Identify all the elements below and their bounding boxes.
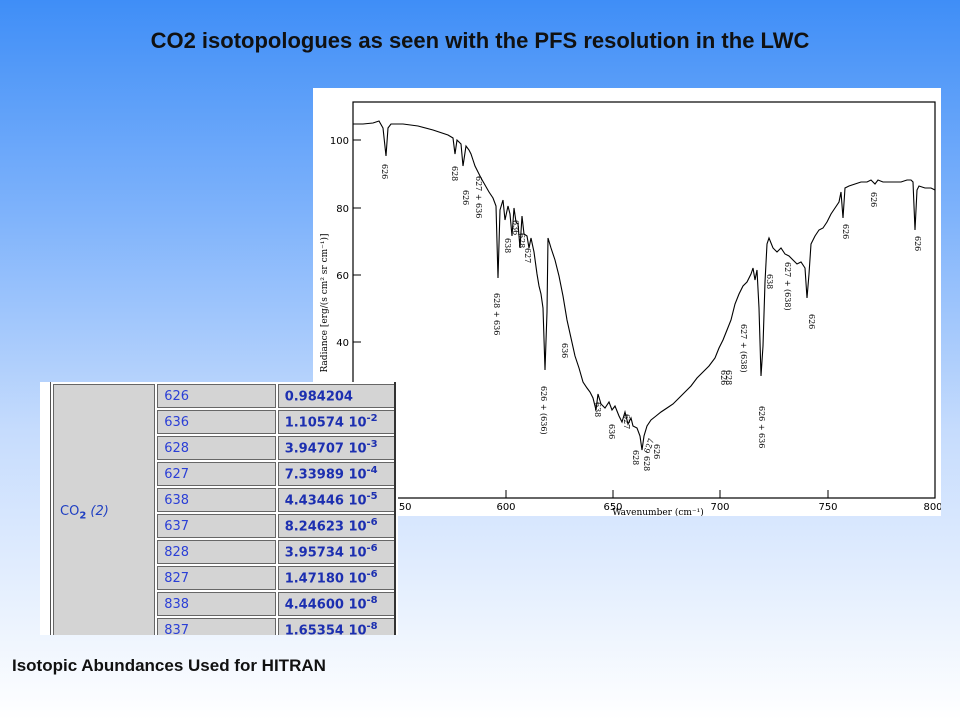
y-tick-label: 60 — [336, 271, 349, 282]
table-row: 828 3.95734 10-6 — [53, 540, 396, 564]
y-axis-label: Radiance [erg/(s cm² sr cm⁻¹)] — [319, 233, 330, 372]
molecule-cell: CO2 (2) — [53, 384, 156, 635]
band-label: 638 — [503, 238, 512, 253]
isotope-abundance-table: CO2 (2) 626 0.984204 636 1.10574 10-2 62… — [51, 382, 398, 635]
band-label: 627 — [622, 414, 631, 429]
band-label: 628 — [631, 450, 640, 465]
isotopologue-code: 628 — [157, 436, 276, 460]
band-label: 638 — [765, 274, 774, 289]
band-label: 636 — [607, 424, 616, 439]
band-label: 626 — [652, 444, 661, 459]
isotopologue-code: 828 — [157, 540, 276, 564]
slide-title: CO2 isotopologues as seen with the PFS r… — [150, 28, 810, 53]
band-label: 627 + (638) — [739, 324, 748, 373]
abundance-value: 1.65354 10-8 — [277, 618, 396, 635]
isotopologue-code: 838 — [157, 592, 276, 616]
band-label: 626 + (636) — [539, 386, 548, 435]
x-tick-label: 600 — [496, 502, 515, 513]
band-label: 626 — [380, 164, 389, 179]
molecule-subscript: 2 — [79, 510, 87, 522]
band-label: 627 + (638) — [783, 262, 792, 311]
isotopologue-code: 837 — [157, 618, 276, 635]
table-row: 627 7.33989 10-4 — [53, 462, 396, 486]
table-row: 638 4.43446 10-5 — [53, 488, 396, 512]
band-label: 626 — [461, 190, 470, 205]
isotopologue-code: 636 — [157, 410, 276, 434]
isotope-abundance-table-panel: CO2 (2) 626 0.984204 636 1.10574 10-2 62… — [40, 382, 398, 635]
table-row: 628 3.94707 10-3 — [53, 436, 396, 460]
band-label: 626 — [807, 314, 816, 329]
abundance-value: 0.984204 — [277, 384, 396, 408]
abundance-value: 3.95734 10-6 — [277, 540, 396, 564]
y-tick-label: 80 — [336, 204, 349, 215]
abundance-value: 1.10574 10-2 — [277, 410, 396, 434]
table-border-left — [50, 382, 51, 635]
abundance-value: 3.94707 10-3 — [277, 436, 396, 460]
band-label: 638 — [593, 402, 602, 417]
band-label: 627 — [523, 248, 532, 263]
table-row: CO2 (2) 626 0.984204 — [53, 384, 396, 635]
molecule-index: (2) — [90, 504, 109, 520]
abundance-value: 4.43446 10-5 — [277, 488, 396, 512]
x-axis-label: Wavenumber (cm⁻¹) — [612, 507, 704, 516]
x-tick-label: 550 — [392, 502, 411, 513]
y-tick-label: 100 — [330, 136, 349, 147]
x-tick-label: 700 — [710, 502, 729, 513]
band-label: 626 + 636 — [757, 406, 766, 448]
x-tick-label: 800 — [923, 502, 941, 513]
table-row: 837 1.65354 10-8 — [53, 618, 396, 635]
abundance-value: 8.24623 10-6 — [277, 514, 396, 538]
table-caption: Isotopic Abundances Used for HITRAN — [12, 656, 326, 675]
band-label: 626 — [841, 224, 850, 239]
band-label: 626 — [913, 236, 922, 251]
abundance-value: 4.44600 10-8 — [277, 592, 396, 616]
plot-frame — [352, 101, 936, 499]
table-row: 827 1.47180 10-6 — [53, 566, 396, 590]
isotopologue-code: 638 — [157, 488, 276, 512]
isotopologue-code: 827 — [157, 566, 276, 590]
table-border-right — [394, 382, 396, 635]
band-label: 628 + 636 — [492, 293, 501, 335]
y-tick-label: 40 — [336, 338, 349, 349]
isotopologue-code: 626 — [157, 384, 276, 408]
x-tick-label: 750 — [818, 502, 837, 513]
isotopologue-code: 637 — [157, 514, 276, 538]
table-row: 637 8.24623 10-6 — [53, 514, 396, 538]
band-label: 626 — [869, 192, 878, 207]
band-label: 636 — [560, 343, 569, 358]
isotopologue-code: 627 — [157, 462, 276, 486]
band-label: 636 — [511, 220, 520, 235]
abundance-value: 1.47180 10-6 — [277, 566, 396, 590]
band-label: 628 — [450, 166, 459, 181]
spectrum-line — [353, 120, 936, 451]
band-label: 628 — [642, 456, 651, 471]
spectrum-plot: 100 80 60 40 550 600 650 700 750 800 Rad… — [319, 101, 941, 516]
band-label: 628 — [517, 233, 526, 248]
abundance-value: 7.33989 10-4 — [277, 462, 396, 486]
band-label: 628 — [724, 370, 733, 385]
table-row: 838 4.44600 10-8 — [53, 592, 396, 616]
band-label: 626 — [719, 370, 728, 385]
x-tick-label: 650 — [603, 502, 622, 513]
band-label: 627 + 636 — [474, 176, 483, 218]
spectrum-figure: 100 80 60 40 550 600 650 700 750 800 Rad… — [313, 88, 941, 516]
molecule-name: CO — [60, 504, 80, 520]
